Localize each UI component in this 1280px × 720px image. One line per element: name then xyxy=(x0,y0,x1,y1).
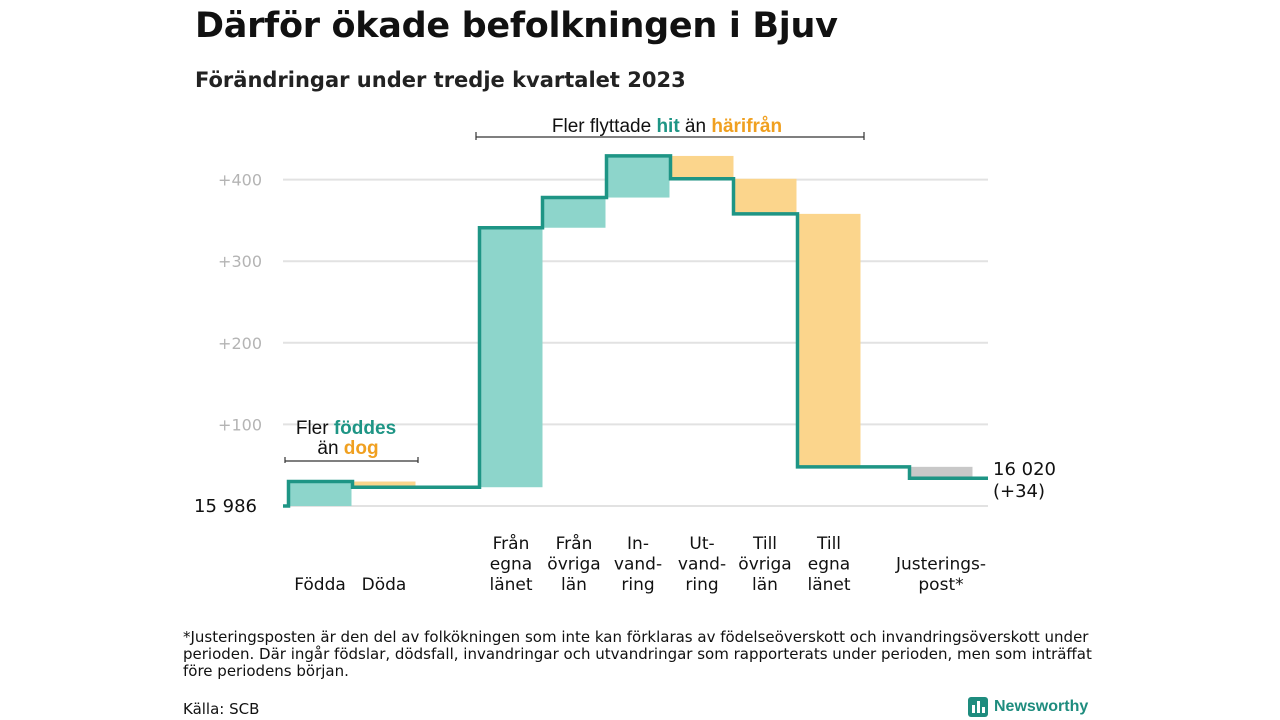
bar-decrease xyxy=(670,155,734,179)
category-label: post* xyxy=(918,575,963,595)
newsworthy-logo: Newsworthy xyxy=(968,697,1088,717)
y-tick-label: +200 xyxy=(218,334,262,353)
source-label: Källa: SCB xyxy=(183,700,260,718)
chart-title: Därför ökade befolkningen i Bjuv xyxy=(195,6,838,46)
gridlines xyxy=(283,178,988,507)
category-label: övriga xyxy=(547,555,600,575)
category-label: Justerings- xyxy=(895,555,986,575)
annotation-bracket xyxy=(284,457,419,463)
category-label: Från xyxy=(556,533,593,554)
running-total-path xyxy=(283,154,988,508)
category-label: län xyxy=(752,575,778,595)
category-label: Till xyxy=(816,534,841,554)
y-tick-label: +400 xyxy=(218,171,262,190)
category-labels: Födda DödaFrånegnalänetFrånövrigalänIn-va… xyxy=(294,533,986,595)
category-label: Till xyxy=(752,534,777,554)
end-value-label: 16 020 xyxy=(993,459,1056,480)
category-label: övriga xyxy=(738,555,791,575)
category-label: vand- xyxy=(614,555,662,575)
annotation-deaths: än dog xyxy=(317,438,378,459)
category-label: In- xyxy=(627,534,649,554)
category-label: Döda xyxy=(362,575,407,595)
bar-increase xyxy=(606,155,670,198)
waterfall-bars xyxy=(288,155,973,506)
footnote: *Justeringsposten är den del av folkökni… xyxy=(183,628,1092,680)
category-label: Födda xyxy=(294,575,346,595)
bar-decrease xyxy=(797,213,861,467)
category-label: ring xyxy=(621,575,654,595)
category-label: länet xyxy=(489,575,532,595)
annotation-births: Fler föddes xyxy=(296,418,396,439)
annotation-bracket xyxy=(475,132,865,140)
category-label: egna xyxy=(490,555,532,575)
bar-decrease xyxy=(733,178,797,214)
end-labels: 15 986 16 020(+34) xyxy=(194,459,1056,517)
y-tick-label: +300 xyxy=(218,252,262,271)
start-value-label: 15 986 xyxy=(194,496,257,517)
category-label: länet xyxy=(807,575,850,595)
category-label: ring xyxy=(685,575,718,595)
chart-subtitle: Förändringar under tredje kvartalet 2023 xyxy=(195,68,686,92)
annotation-migration: Fler flyttade hit än härifrån xyxy=(552,116,782,137)
bar-increase xyxy=(288,481,352,506)
category-label: vand- xyxy=(678,555,726,575)
bar-chart-icon xyxy=(968,697,988,717)
category-label: Från xyxy=(493,533,530,554)
end-change-label: (+34) xyxy=(993,481,1045,502)
logo-text: Newsworthy xyxy=(994,698,1089,715)
y-tick-label: +100 xyxy=(218,415,262,434)
bar-increase xyxy=(479,227,543,488)
bar-decrease xyxy=(352,481,416,488)
category-label: Ut- xyxy=(689,534,714,554)
waterfall-chart: +100+200+300+400 Födda DödaFrånegnalänetF… xyxy=(194,116,1056,595)
bar-increase xyxy=(542,197,606,228)
category-label: län xyxy=(561,575,587,595)
category-label: egna xyxy=(808,555,850,575)
running-total-line xyxy=(283,154,988,508)
bar-adjustment xyxy=(909,466,973,479)
y-tick-labels: +100 +200 +300 +400 xyxy=(218,171,262,435)
